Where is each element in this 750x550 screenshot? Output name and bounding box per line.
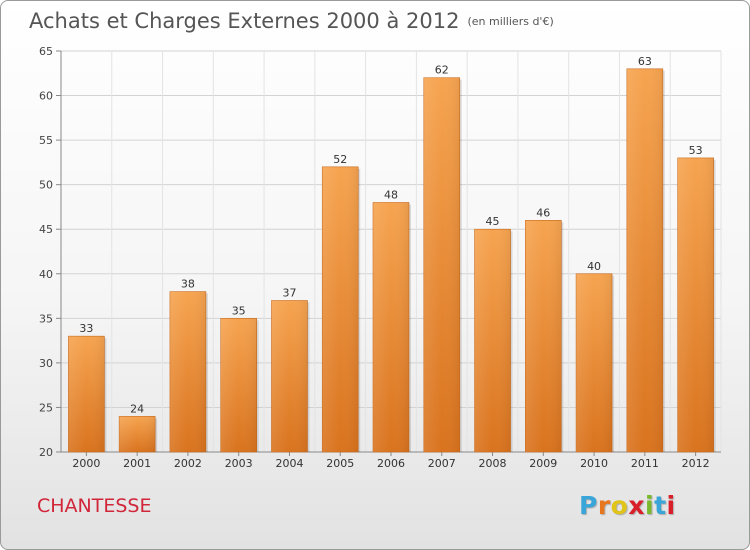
bar-shine	[169, 291, 206, 452]
logo-letter: r	[597, 491, 611, 520]
bar-shine	[373, 202, 409, 452]
y-tick-label: 25	[39, 401, 53, 414]
bar-shine	[576, 273, 613, 452]
logo-letter: x	[628, 491, 645, 520]
x-tick-label-2004: 2004	[275, 457, 303, 470]
tick-labels: 20 25 30 35 40 45 50 55 60 65 2000 2001 2002 2003 2004…	[39, 45, 710, 470]
bar-shine	[626, 68, 663, 453]
chart-title-text: Achats et Charges Externes 2000 à 2012	[29, 9, 460, 33]
bar-shine	[423, 77, 460, 452]
logo-letter: t	[654, 491, 667, 520]
y-tick-label: 60	[39, 90, 53, 103]
chart-title: Achats et Charges Externes 2000 à 2012 (e…	[29, 9, 554, 33]
data-labels: 33 24 38 35 37 52 48 62 45 46 40 63 53	[79, 55, 702, 416]
x-tick-label-2008: 2008	[479, 457, 507, 470]
logo-letter: o	[610, 491, 629, 520]
y-tick-label: 65	[39, 45, 53, 58]
data-label-2005: 52	[333, 153, 347, 166]
data-label-2009: 46	[536, 206, 550, 219]
x-tick-label-2012: 2012	[682, 457, 710, 470]
logo-letter: i	[645, 491, 655, 520]
y-tick-label: 50	[39, 179, 53, 192]
x-tick-label-2006: 2006	[377, 457, 405, 470]
data-label-2002: 38	[181, 278, 195, 291]
data-label-2008: 45	[486, 215, 500, 228]
logo-letter: P	[579, 491, 598, 520]
x-tick-label-2011: 2011	[631, 457, 659, 470]
data-label-2001: 24	[130, 402, 144, 415]
x-tick-label-2005: 2005	[326, 457, 354, 470]
data-label-2003: 35	[232, 304, 246, 317]
bar-shine	[119, 416, 156, 452]
bars	[68, 68, 716, 453]
x-tick-label-2010: 2010	[580, 457, 608, 470]
data-label-2007: 62	[435, 64, 449, 77]
x-tick-label-2007: 2007	[428, 457, 456, 470]
y-tick-label: 55	[39, 134, 53, 147]
data-label-2011: 63	[638, 55, 652, 68]
bar-shine	[322, 166, 359, 452]
bar-shine	[271, 300, 308, 452]
data-label-2000: 33	[79, 322, 93, 335]
logo-letter: i	[666, 491, 676, 520]
data-label-2012: 53	[689, 144, 703, 157]
x-tick-label-2002: 2002	[174, 457, 202, 470]
proxiti-logo: Proxiti	[579, 491, 676, 520]
x-tick-label-2003: 2003	[225, 457, 253, 470]
bar-shine	[474, 229, 511, 452]
y-tick-label: 35	[39, 312, 53, 325]
bar-shine	[677, 157, 714, 452]
data-label-2010: 40	[587, 260, 601, 273]
chart-subtitle: (en milliers d'€)	[467, 15, 554, 28]
bar-shine	[68, 336, 105, 452]
bar-shine	[525, 220, 562, 452]
bar-shine	[220, 318, 257, 452]
data-label-2004: 37	[282, 287, 296, 300]
x-tick-label-2000: 2000	[72, 457, 100, 470]
data-label-2006: 48	[384, 188, 398, 201]
y-tick-label: 40	[39, 268, 53, 281]
y-tick-label: 20	[39, 446, 53, 459]
y-tick-label: 45	[39, 223, 53, 236]
x-tick-label-2001: 2001	[123, 457, 151, 470]
commune-name: CHANTESSE	[37, 495, 152, 517]
y-tick-label: 30	[39, 357, 53, 370]
x-tick-label-2009: 2009	[529, 457, 557, 470]
